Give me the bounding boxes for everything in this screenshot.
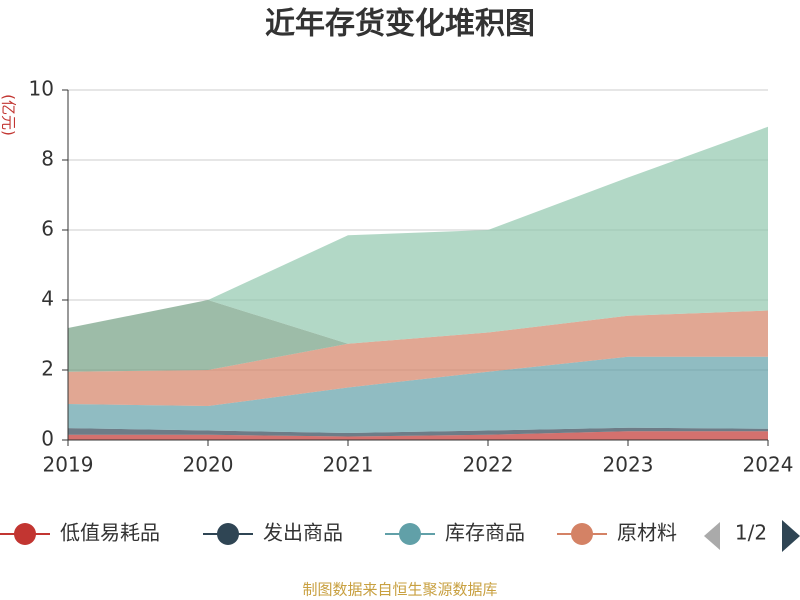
legend-label: 库存商品 [445,521,525,545]
plot: 0 2 4 6 8 10 2019 2020 2021 2022 2023 2024 [29,77,794,477]
x-tick-label: 2021 [323,453,374,477]
y-tick-label: 2 [41,357,54,381]
area [68,356,768,433]
legend-label: 发出商品 [263,521,343,545]
y-tick-label: 8 [41,147,54,171]
area [68,427,768,437]
y-axis-label: (亿元) [0,94,18,136]
area [68,310,768,407]
legend-symbol [399,523,421,545]
legend-label: 原材料 [617,521,677,545]
x-tick-label: 2024 [743,453,794,477]
legend-prev[interactable] [704,522,720,550]
x-tick-label: 2019 [43,453,94,477]
legend: 低值易耗品 发出商品 库存商品 原材料 [0,521,677,545]
legend-label: 低值易耗品 [60,521,160,545]
x-tick-label: 2022 [463,453,514,477]
y-tick-label: 0 [41,427,54,451]
chart-title: 近年存货变化堆积图 [265,7,535,42]
area [68,126,768,344]
y-tick-label: 4 [41,287,54,311]
y-tick-label: 6 [41,217,54,241]
x-tick-label: 2020 [183,453,234,477]
legend-page: 1/2 [735,521,767,545]
y-tick-label: 10 [29,77,54,101]
legend-symbol [571,523,593,545]
legend-next[interactable] [782,520,800,552]
area [68,300,768,372]
x-tick-label: 2023 [603,453,654,477]
source: 制图数据来自恒生聚源数据库 [302,581,497,599]
legend-symbol [217,523,239,545]
legend-symbol [14,523,36,545]
